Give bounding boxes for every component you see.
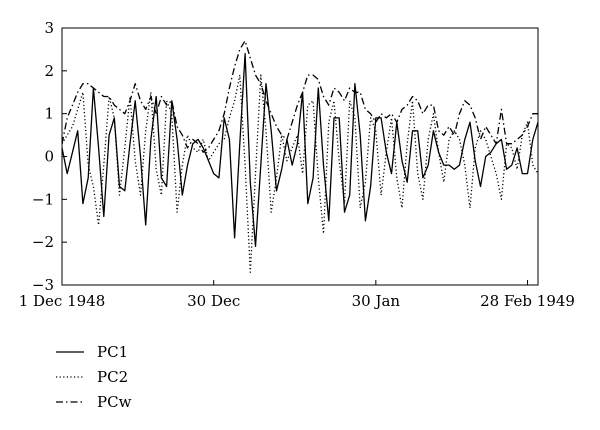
legend-label-pc1: PC1 <box>97 343 128 361</box>
series-line-pcw <box>61 40 538 153</box>
y-axis: −3 −2 −1 0 1 2 3 <box>32 19 67 294</box>
series-line-pc2 <box>61 74 539 273</box>
y-tick-label: −2 <box>32 233 54 251</box>
legend: PC1 PC2 PCw <box>56 343 132 411</box>
series-line-pc1 <box>61 53 539 248</box>
x-axis: 1 Dec 1948 30 Dec 30 Jan 28 Feb 1949 <box>19 280 575 310</box>
x-tick-label: 28 Feb 1949 <box>480 292 575 310</box>
y-tick-label: 3 <box>44 19 54 37</box>
y-tick-label: 1 <box>44 105 54 123</box>
legend-label-pcw: PCw <box>97 393 132 411</box>
y-tick-label: 2 <box>44 62 54 80</box>
y-tick-label: −3 <box>32 276 54 294</box>
y-tick-label: 0 <box>44 148 54 166</box>
x-tick-label: 30 Dec <box>187 292 240 310</box>
y-tick-label: −1 <box>32 190 54 208</box>
series-layer <box>61 40 539 273</box>
x-tick-label: 1 Dec 1948 <box>19 292 106 310</box>
x-tick-label: 30 Jan <box>352 292 401 310</box>
plot-frame <box>61 27 539 286</box>
legend-label-pc2: PC2 <box>97 368 128 386</box>
